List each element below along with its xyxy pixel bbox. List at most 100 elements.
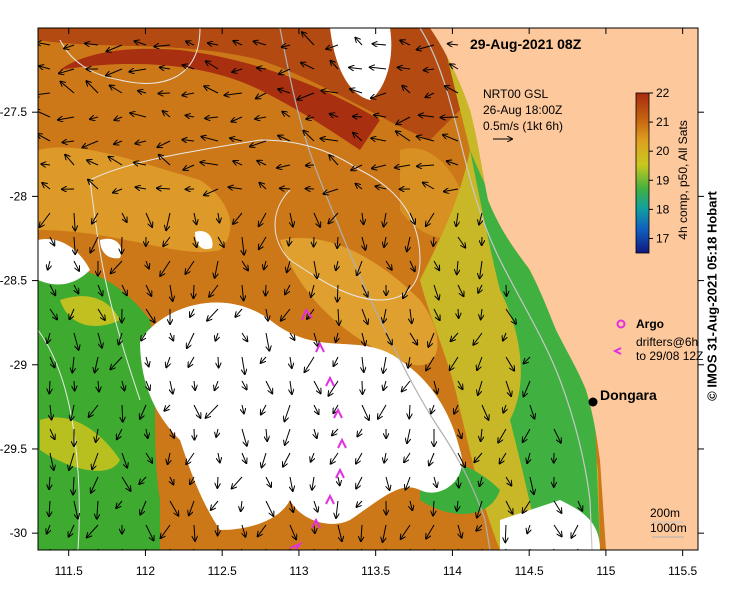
current-arrow [74,236,75,254]
x-tick-label: 114.5 [515,564,544,578]
current-arrow [417,136,435,142]
current-arrow [119,332,122,344]
current-arrow [141,332,147,340]
current-arrow [42,183,51,190]
current-arrow [402,86,411,94]
current-arrow [409,332,417,345]
current-arrow [170,476,173,484]
current-arrow [241,380,247,389]
current-arrow [338,308,339,325]
sst-west-yellow [40,417,120,471]
current-arrow [134,162,147,165]
current-arrow [71,404,74,420]
current-arrow [265,380,272,393]
drifter-mark [311,517,321,529]
current-arrow [426,524,435,539]
current-arrow [92,452,99,469]
current-arrow [401,524,411,539]
current-arrow [241,452,246,463]
current-arrow [324,188,339,194]
current-arrow [355,38,363,46]
current-arrow [146,260,149,268]
current-arrow [481,428,482,441]
current-arrow [49,452,54,470]
current-arrow [356,500,363,507]
current-arrow [433,284,439,300]
current-arrow [297,92,315,100]
current-arrow [135,141,147,144]
current-arrow [289,236,290,245]
current-arrow [433,308,440,320]
colorbar-tick-label: 17 [656,231,670,245]
current-arrow [409,260,415,271]
current-arrow [168,452,170,464]
current-arrow [330,114,339,117]
current-arrow [457,284,464,296]
current-arrow [145,452,152,463]
current-arrow [371,92,387,98]
current-arrow [361,308,368,324]
current-arrow [218,356,219,367]
current-arrow [305,356,315,372]
current-arrow [183,65,195,70]
current-arrow [458,380,462,389]
plot-frame [37,27,699,551]
current-arrow [242,236,244,255]
current-arrow [505,500,513,514]
current-arrow [170,428,174,438]
current-arrow [186,41,195,45]
current-arrow [164,404,171,411]
current-arrow [257,161,267,165]
current-arrow [410,500,412,510]
current-arrow [457,260,458,274]
current-arrow [109,157,123,166]
current-arrow [336,260,338,270]
current-arrow [215,380,218,390]
current-arrow [362,332,365,345]
current-arrow [428,332,435,347]
current-arrow [361,524,362,541]
current-arrow [425,93,435,97]
current-arrow [505,380,511,396]
x-axis: 111.5 112 112.5 113 113.5 114 114.5 115 115.5 [55,28,698,578]
credit-text: © IMOS 31-Aug-2021 05:18 Hobart [704,191,720,401]
current-arrow [97,308,105,320]
current-arrow [49,476,50,489]
current-arrow [454,404,458,414]
current-arrow [259,183,267,190]
current-arrow [423,183,435,190]
current-arrow [232,476,243,489]
current-arrow [336,500,338,518]
drifter-mark [315,341,325,353]
colorbar [635,92,650,254]
current-arrow [254,41,267,45]
current-arrow [384,212,386,226]
current-arrow [426,212,435,226]
current-arrow [481,404,488,420]
current-arrow [95,356,98,372]
current-arrow [241,500,242,511]
current-arrow [396,131,411,142]
current-arrow [116,500,123,508]
current-arrow [312,476,314,490]
current-arrow [204,188,219,195]
current-arrow [200,162,219,165]
current-arrow [290,380,292,394]
current-arrow [73,332,79,350]
current-arrow [371,138,387,141]
current-arrow [396,116,411,124]
current-arrow [290,500,293,512]
current-arrow [503,404,506,413]
current-arrow [361,404,369,420]
current-arrow [146,380,150,390]
current-arrow [74,212,75,230]
current-arrow [400,40,411,46]
current-arrow [553,524,562,536]
current-arrow [409,404,410,418]
current-arrow [281,308,291,321]
current-arrow [505,476,511,486]
current-arrow [110,356,123,369]
current-arrow [209,284,219,297]
drifter-mark [325,375,335,387]
